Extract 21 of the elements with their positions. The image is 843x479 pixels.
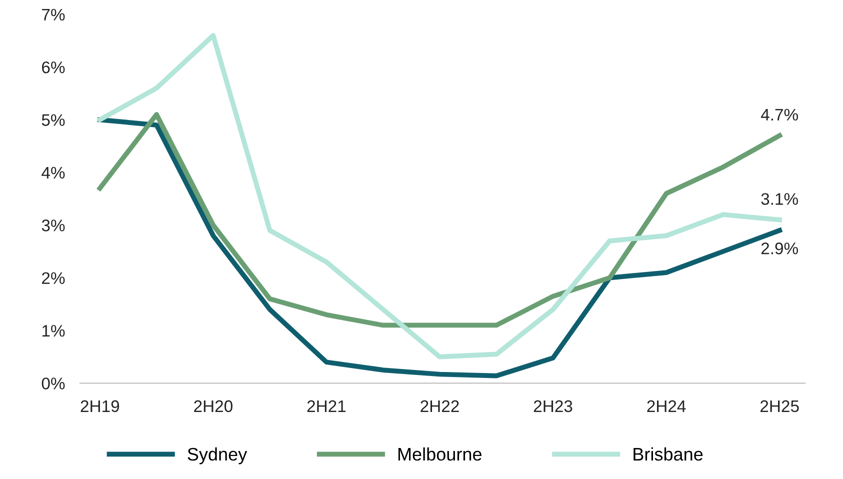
x-tick-label: 2H23 xyxy=(534,400,572,412)
y-tick-label: 6% xyxy=(42,61,65,74)
x-tick-label: 2H21 xyxy=(307,400,346,412)
x-tick-label: 2H22 xyxy=(420,400,459,412)
y-tick-label: 7% xyxy=(42,8,65,21)
x-tick-label: 2H20 xyxy=(194,400,232,412)
data-label: 4.7% xyxy=(760,108,798,121)
data-label: 3.1% xyxy=(761,193,798,205)
y-tick-label: 3% xyxy=(42,220,65,232)
x-tick-label: 2H19 xyxy=(80,400,120,412)
legend-label: Brisbane xyxy=(634,447,703,461)
y-tick-label: 0% xyxy=(42,378,65,390)
data-label: 2.9% xyxy=(761,242,798,254)
y-tick-label: 5% xyxy=(42,114,65,126)
x-tick-label: 2H24 xyxy=(647,400,686,412)
legend-label: Melbourne xyxy=(398,447,482,461)
y-tick-label: 1% xyxy=(42,324,65,337)
y-tick-label: 2% xyxy=(42,272,65,284)
legend-label: Sydney xyxy=(188,447,248,464)
y-tick-label: 4% xyxy=(42,166,65,179)
x-tick-label: 2H25 xyxy=(760,400,799,412)
